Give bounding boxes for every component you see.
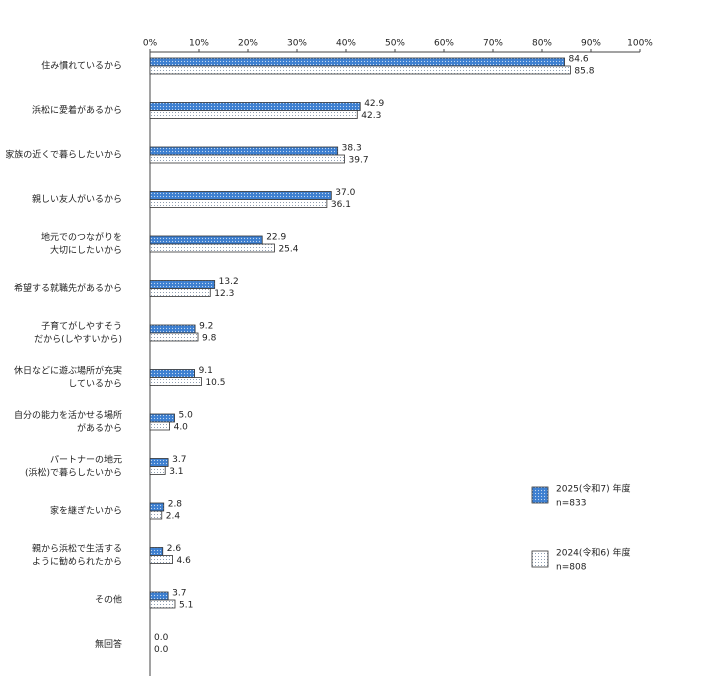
- category-label: パートナーの地元: [50, 454, 122, 466]
- category-label: があるから: [77, 422, 122, 434]
- category-label: 親から浜松で生活する: [32, 543, 122, 555]
- category-label: しているから: [68, 379, 122, 390]
- value-label: 5.0: [179, 411, 194, 421]
- bar: [149, 332, 199, 342]
- x-tick-label: 30%: [287, 39, 307, 49]
- legend-label: 2024(令和6) 年度: [556, 547, 631, 559]
- value-label: 4.0: [174, 423, 189, 433]
- value-label: 9.1: [199, 366, 213, 376]
- bar: [149, 199, 328, 208]
- value-label: 12.3: [214, 289, 234, 299]
- value-label: 9.2: [199, 322, 213, 332]
- legend-note: n=833: [556, 499, 586, 509]
- value-label: 2.8: [168, 500, 183, 510]
- category-label: 住み慣れているから: [41, 60, 122, 72]
- bar: [149, 191, 332, 200]
- bar: [149, 154, 345, 164]
- x-tick-label: 0%: [143, 39, 158, 49]
- category-label: 浜松に愛着があるから: [32, 104, 122, 116]
- value-label: 42.9: [364, 99, 384, 109]
- bar: [149, 369, 195, 378]
- value-label: 5.1: [179, 601, 193, 611]
- x-tick-label: 80%: [532, 39, 552, 49]
- category-label: 家を継ぎたいから: [50, 505, 122, 517]
- category-label: 自分の能力を活かせる場所: [14, 409, 122, 421]
- value-label: 38.3: [342, 144, 362, 154]
- category-label: 大切にしたいから: [50, 244, 122, 256]
- value-label: 3.7: [172, 455, 186, 465]
- x-tick-label: 20%: [238, 39, 258, 49]
- bar: [149, 235, 263, 245]
- category-label: 無回答: [95, 638, 122, 650]
- bar: [149, 555, 173, 564]
- bar: [149, 102, 361, 111]
- category-label: 子育てがしやすそう: [41, 320, 122, 332]
- value-label: 22.9: [266, 233, 286, 243]
- x-tick-label: 40%: [336, 39, 356, 49]
- category-label: ように勧められたから: [32, 556, 122, 568]
- value-label: 3.1: [169, 467, 183, 477]
- category-label: 家族の近くで暮らしたいから: [5, 149, 122, 161]
- value-label: 42.3: [361, 111, 381, 121]
- bar: [149, 324, 196, 334]
- bar: [149, 110, 358, 119]
- value-label: 2.6: [167, 544, 182, 554]
- bar: [149, 458, 169, 467]
- value-label: 10.5: [205, 378, 225, 388]
- bar: [149, 591, 169, 601]
- legend-note: n=808: [556, 563, 587, 573]
- bar: [149, 280, 216, 289]
- value-label: 3.7: [172, 589, 186, 599]
- value-label: 36.1: [331, 200, 351, 210]
- x-tick-label: 90%: [581, 39, 601, 49]
- bar: [149, 502, 165, 512]
- bar: [149, 243, 275, 253]
- legend-swatch: [531, 486, 549, 504]
- category-label: だから(しやすいから): [34, 334, 122, 345]
- bar: [149, 510, 163, 520]
- category-label: (浜松)で暮らしたいから: [25, 467, 122, 479]
- category-label: 希望する就職先があるから: [14, 282, 122, 294]
- category-label: その他: [95, 594, 122, 606]
- bar: [149, 288, 211, 297]
- category-label: 地元でのつながりを: [41, 231, 122, 243]
- x-tick-label: 100%: [627, 39, 653, 49]
- value-label: 13.2: [219, 277, 239, 287]
- value-label: 0.0: [154, 645, 169, 655]
- value-label: 0.0: [154, 633, 169, 643]
- value-label: 9.8: [202, 334, 217, 344]
- x-tick-label: 50%: [385, 39, 405, 49]
- bar: [149, 547, 164, 556]
- value-label: 84.6: [569, 55, 589, 65]
- bar: [149, 421, 171, 431]
- value-label: 25.4: [278, 245, 298, 255]
- value-label: 39.7: [349, 156, 369, 166]
- value-label: 85.8: [574, 67, 594, 77]
- bar: [149, 57, 565, 67]
- bar: [149, 599, 176, 609]
- value-label: 2.4: [166, 512, 181, 522]
- bar: [149, 466, 166, 475]
- legend-swatch: [531, 550, 549, 568]
- x-tick-label: 10%: [189, 39, 209, 49]
- x-tick-label: 60%: [434, 39, 454, 49]
- bar: [149, 413, 175, 423]
- bar: [149, 377, 202, 386]
- value-label: 37.0: [335, 188, 355, 198]
- x-tick-label: 70%: [483, 39, 503, 49]
- category-label: 休日などに遊ぶ場所が充実: [14, 365, 122, 377]
- bar: [149, 146, 339, 156]
- category-label: 親しい友人がいるから: [32, 193, 122, 205]
- bar: [149, 65, 571, 75]
- value-label: 4.6: [177, 556, 192, 566]
- legend-label: 2025(令和7) 年度: [556, 483, 631, 495]
